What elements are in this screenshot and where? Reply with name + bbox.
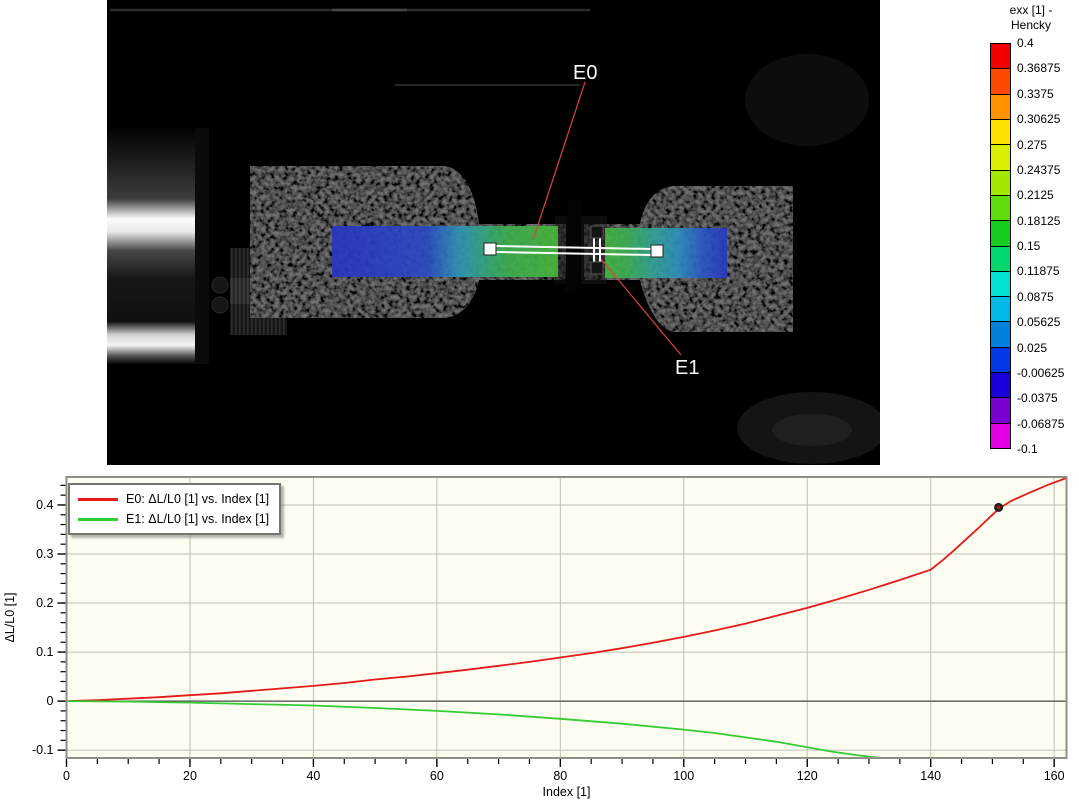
left-grip-cylinder — [107, 128, 195, 364]
colorbar-tick-label: -0.00625 — [1017, 365, 1065, 380]
y-tick-label: 0.3 — [36, 547, 53, 561]
legend-swatch-e1 — [78, 517, 118, 521]
y-tick-label: 0 — [47, 694, 54, 708]
colorbar-labels: 0.4 0.36875 0.3375 0.30625 0.275 0.24375 0.212… — [1017, 36, 1077, 456]
colorbar-segment — [991, 145, 1010, 171]
x-axis-label: Index [1] — [543, 785, 591, 799]
colorbar-title: exx [1] - Hencky — [981, 3, 1079, 33]
colorbar-segment — [991, 170, 1010, 196]
e0-label: E0 — [573, 62, 597, 84]
colorbar-tick-label: 0.0875 — [1017, 289, 1054, 304]
colorbar-segment — [991, 195, 1010, 222]
colorbar-segment — [991, 347, 1010, 374]
y-tick-label: 0.1 — [36, 645, 53, 659]
colorbar-segment — [991, 94, 1010, 120]
x-tick-label: 60 — [430, 769, 444, 783]
colorbar-segment — [991, 423, 1010, 448]
colorbar-segment — [991, 373, 1010, 399]
x-tick-label: 160 — [1044, 769, 1065, 783]
strain-overlay-right — [605, 228, 727, 278]
x-tick-label: 0 — [63, 769, 70, 783]
extensometer-e1-marker[interactable] — [590, 261, 604, 275]
colorbar-segment — [991, 221, 1010, 247]
colorbar-tick-label: 0.05625 — [1017, 315, 1061, 330]
e1-leader-line — [600, 258, 682, 356]
series-line-e1[interactable] — [66, 700, 882, 759]
colorbar-tick-label: 0.275 — [1017, 137, 1048, 152]
extensometer-e0-marker[interactable] — [650, 244, 664, 258]
grip-knob — [211, 276, 229, 294]
colorbar-segment — [991, 271, 1010, 298]
y-axis-label: ΔL/L0 [1] — [3, 592, 17, 642]
y-tick-label: 0.4 — [36, 498, 53, 512]
colorbar-tick-label: -0.06875 — [1017, 416, 1065, 431]
chart-legend-box: E0: ΔL/L0 [1] vs. Index [1] E1: ΔL/L0 [1… — [68, 483, 282, 535]
legend-swatch-e0 — [78, 497, 118, 501]
machine-part-shadow — [745, 54, 869, 146]
extensometer-e0-line — [495, 245, 653, 250]
series-line-e0[interactable] — [66, 477, 1067, 702]
colorbar-tick-label: 0.025 — [1017, 340, 1048, 355]
colorbar-segment — [991, 119, 1010, 146]
machine-glow-core — [772, 414, 852, 446]
colorbar-segment — [991, 44, 1010, 70]
x-tick-label: 40 — [306, 769, 320, 783]
y-tick-label: 0.2 — [36, 596, 53, 610]
colorbar-tick-label: 0.4 — [1017, 36, 1034, 50]
x-tick-label: 80 — [553, 769, 567, 783]
extensometer-e0-line — [495, 251, 653, 256]
fracture-gap — [565, 200, 582, 292]
x-tick-label: 20 — [183, 769, 197, 783]
colorbar-tick-label: -0.0375 — [1017, 391, 1058, 406]
colorbar-title-line1: exx [1] - — [1009, 3, 1053, 17]
x-tick-label: 120 — [797, 769, 818, 783]
colorbar-scale[interactable] — [990, 43, 1011, 449]
colorbar-title-line2: Hencky — [1010, 18, 1051, 32]
strain-chart[interactable]: 0 20 40 60 80 100 120 140 160 -0.1 0 0.1 0.2 0.3 0.4 In… — [0, 470, 1079, 803]
y-tick-label: -0.1 — [32, 743, 54, 757]
specimen-image-canvas: E0 E1 — [107, 0, 887, 465]
grip-knob — [211, 296, 229, 314]
colorbar-segment — [991, 398, 1010, 424]
x-tick-label: 140 — [920, 769, 941, 783]
colorbar-segment — [991, 322, 1010, 348]
selected-data-point[interactable] — [994, 502, 1004, 512]
colorbar-tick-label: 0.30625 — [1017, 112, 1061, 127]
colorbar-tick-label: 0.18125 — [1017, 213, 1061, 228]
e1-label: E1 — [675, 357, 699, 379]
legend-entry-e0[interactable]: E0: ΔL/L0 [1] vs. Index [1] — [78, 489, 269, 509]
colorbar-tick-label: -0.1 — [1017, 442, 1038, 456]
legend-label-e0: E0: ΔL/L0 [1] vs. Index [1] — [126, 492, 270, 506]
colorbar-tick-label: 0.24375 — [1017, 162, 1061, 177]
x-tick-label: 100 — [673, 769, 694, 783]
plot-border — [65, 476, 1068, 759]
strain-overlay-left — [332, 226, 558, 277]
legend-entry-e1[interactable]: E1: ΔL/L0 [1] vs. Index [1] — [78, 509, 269, 529]
legend-label-e1: E1: ΔL/L0 [1] vs. Index [1] — [126, 512, 270, 526]
colorbar-tick-label: 0.15 — [1017, 239, 1041, 253]
extensometer-e0-marker[interactable] — [483, 242, 497, 256]
colorbar-tick-label: 0.36875 — [1017, 61, 1061, 76]
fracture-flank — [555, 216, 569, 284]
colorbar-segment — [991, 69, 1010, 95]
colorbar-tick-label: 0.2125 — [1017, 188, 1054, 203]
colorbar-segment — [991, 246, 1010, 272]
specimen-image[interactable]: E0 E1 — [107, 0, 887, 465]
left-grip-edge — [195, 128, 209, 364]
colorbar-segment — [991, 297, 1010, 323]
colorbar-tick-label: 0.3375 — [1017, 86, 1054, 101]
colorbar-tick-label: 0.11875 — [1017, 264, 1060, 279]
extensometer-e1-marker[interactable] — [590, 225, 604, 239]
e0-leader-line — [532, 81, 586, 241]
